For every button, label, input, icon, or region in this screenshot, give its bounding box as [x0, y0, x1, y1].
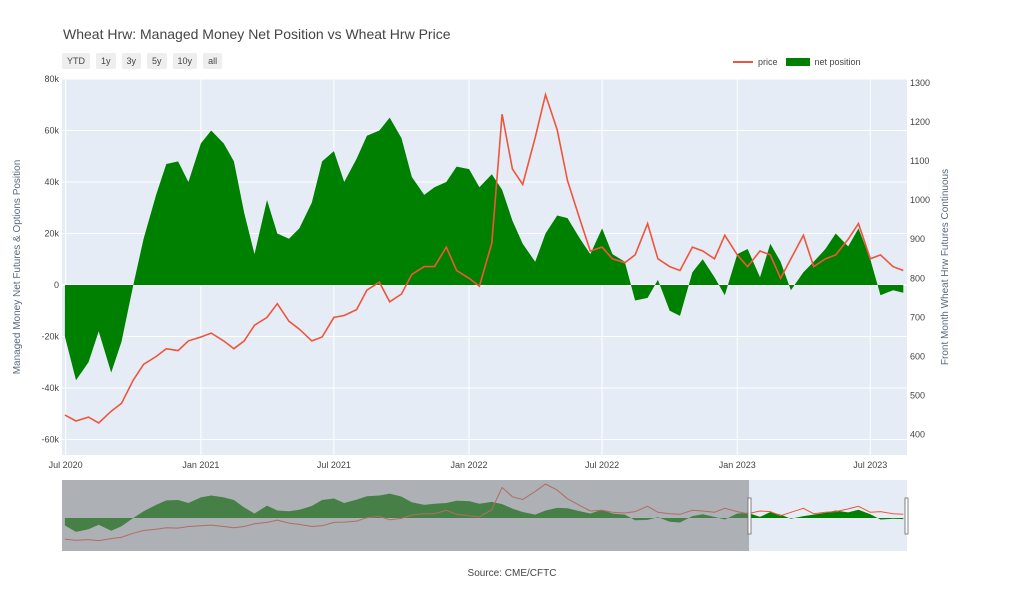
legend-net-swatch	[785, 58, 810, 66]
x-tick-label: Jan 2023	[719, 460, 756, 470]
range-slider-right-handle[interactable]	[904, 497, 909, 535]
chart-title: Wheat Hrw: Managed Money Net Position vs…	[63, 26, 451, 42]
y2-tick-label: 1300	[910, 78, 930, 88]
y-axis-title: Managed Money Net Futures & Options Posi…	[12, 160, 23, 375]
x-tick-label: Jul 2023	[853, 460, 887, 470]
y2-axis-title: Front Month Wheat Hrw Futures Continuous	[940, 169, 951, 365]
y2-tick-label: 600	[910, 352, 925, 362]
x-tick-label: Jul 2021	[317, 460, 351, 470]
range-slider-left-handle[interactable]	[747, 497, 752, 535]
net-position-area	[64, 117, 904, 381]
y-tick-label: -60k	[41, 435, 59, 445]
legend-price-swatch	[733, 61, 753, 63]
x-tick-label: Jan 2022	[451, 460, 488, 470]
y2-tick-label: 800	[910, 273, 925, 283]
x-tick-label: Jul 2022	[585, 460, 619, 470]
range-button-ytd[interactable]: YTD	[62, 53, 90, 69]
range-button-10y[interactable]: 10y	[172, 53, 198, 69]
range-slider-mask	[62, 480, 749, 551]
y-tick-label: 20k	[44, 229, 59, 239]
legend-price-label: price	[758, 57, 778, 67]
legend-item-price[interactable]: price	[733, 57, 778, 67]
range-button-1y[interactable]: 1y	[96, 53, 116, 69]
y2-tick-label: 1200	[910, 117, 930, 127]
legend-net-label: net position	[814, 57, 861, 67]
price-line	[64, 91, 904, 424]
y-tick-label: -20k	[41, 332, 59, 342]
y2-tick-label: 400	[910, 430, 925, 440]
y2-tick-label: 1000	[910, 195, 930, 205]
x-tick-label: Jul 2020	[49, 460, 83, 470]
y-tick-label: 60k	[44, 126, 59, 136]
y2-tick-label: 700	[910, 312, 925, 322]
y-tick-label: -40k	[41, 383, 59, 393]
y-axis-ticks: -60k -40k -20k 0 20k 40k 60k 80k	[41, 74, 59, 445]
y2-tick-label: 500	[910, 391, 925, 401]
range-selector: YTD 1y 3y 5y 10y all	[62, 53, 223, 69]
x-tick-label: Jan 2021	[182, 460, 219, 470]
range-button-5y[interactable]: 5y	[147, 53, 167, 69]
y2-tick-label: 900	[910, 234, 925, 244]
range-button-3y[interactable]: 3y	[121, 53, 142, 69]
range-button-all[interactable]: all	[203, 53, 223, 69]
x-axis-ticks: Jul 2020 Jan 2021 Jul 2021 Jan 2022 Jul 2022…	[49, 460, 888, 470]
y-tick-label: 80k	[44, 74, 59, 84]
y2-tick-label: 1100	[910, 156, 929, 166]
y2-axis-ticks: 400 500 600 700 800 900 1000 1100 1200 1300	[910, 78, 930, 440]
y-tick-label: 0	[54, 280, 59, 290]
legend-item-net-position[interactable]: net position	[785, 57, 861, 67]
legend: price net position	[733, 57, 861, 67]
y-tick-label: 40k	[44, 177, 59, 187]
source-note: Source: CME/CFTC	[467, 568, 557, 579]
